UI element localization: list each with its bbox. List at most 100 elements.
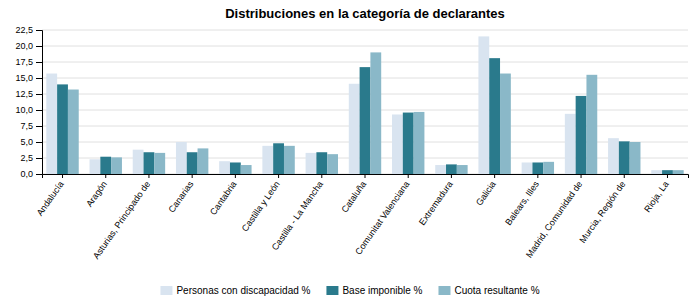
tick-label: 0,0	[20, 169, 33, 179]
bar	[90, 159, 101, 174]
tick: Castilla y León	[240, 174, 282, 233]
tick-label: Asturias, Principado de	[91, 179, 152, 261]
y-axis: 0,02,55,07,510,012,515,017,520,022,5	[15, 25, 42, 179]
bar	[500, 74, 511, 174]
tick: Balears, Illes	[503, 174, 541, 227]
bar	[154, 153, 165, 174]
tick: Andalucía	[35, 174, 66, 218]
grid	[42, 30, 688, 174]
tick: Rioja, La	[642, 174, 671, 214]
bar	[446, 164, 457, 174]
bar	[46, 74, 57, 174]
tick-label: Madrid, Comunidad de	[524, 179, 584, 259]
tick-mark	[36, 62, 42, 63]
tick-mark	[36, 30, 42, 31]
bar	[370, 52, 381, 174]
bar	[111, 157, 122, 174]
tick: Cantabria	[208, 174, 239, 217]
tick-label: 5,0	[20, 137, 33, 147]
legend-swatch	[438, 286, 450, 295]
tick-mark	[451, 174, 452, 178]
bar	[262, 146, 273, 174]
bar	[392, 114, 403, 174]
tick-label: 17,5	[15, 57, 33, 67]
bar	[68, 90, 79, 174]
tick-mark	[192, 174, 193, 178]
legend-swatch	[326, 286, 338, 295]
bar	[619, 141, 630, 174]
bar	[306, 153, 317, 174]
x-axis: AndalucíaAragónAsturias, Principado deCa…	[35, 174, 689, 261]
bar	[576, 96, 587, 174]
bar	[651, 170, 662, 174]
legend-item: Base imponible %	[326, 285, 422, 296]
bar	[457, 165, 468, 174]
tick-label: 20,0	[15, 41, 33, 51]
bar	[284, 146, 295, 174]
bar	[630, 142, 641, 174]
tick-mark	[62, 174, 63, 178]
bar	[230, 162, 241, 174]
tick-label: Rioja, La	[642, 179, 671, 214]
grid-line	[42, 62, 688, 63]
axis-domain	[36, 31, 43, 175]
bar	[273, 143, 284, 174]
tick: 12,5	[15, 89, 42, 99]
tick-mark	[36, 142, 42, 143]
tick: Cataluña	[339, 174, 368, 214]
chart: Distribuciones en la categoría de declar…	[0, 0, 700, 300]
bar	[532, 162, 543, 174]
legend: Personas con discapacidad % Base imponibl…	[160, 285, 539, 296]
tick-label: 22,5	[15, 25, 33, 35]
tick: Comunitat Valenciana	[353, 174, 411, 257]
bar	[489, 58, 500, 174]
bar	[187, 152, 198, 174]
tick-mark	[36, 174, 42, 175]
bar	[133, 150, 144, 174]
bar	[608, 138, 619, 174]
tick-label: Comunitat Valenciana	[353, 179, 411, 256]
tick: 10,0	[15, 105, 42, 115]
title: Distribuciones en la categoría de declar…	[225, 6, 505, 21]
bar	[586, 75, 597, 174]
legend-label: Personas con discapacidad %	[176, 285, 310, 296]
bar	[414, 112, 425, 174]
bar	[662, 170, 673, 174]
tick-mark	[105, 174, 106, 178]
legend-label: Cuota resultante %	[454, 285, 539, 296]
tick-label: Canarias	[167, 179, 196, 215]
tick: Asturias, Principado de	[91, 174, 152, 261]
tick: 2,5	[20, 153, 42, 163]
bar	[57, 84, 68, 174]
series	[57, 58, 673, 174]
tick: Canarias	[167, 174, 196, 214]
bar	[349, 84, 360, 174]
tick-mark	[365, 174, 366, 178]
bar	[219, 161, 230, 174]
tick-label: Castilla y León	[240, 179, 282, 233]
legend-item: Personas con discapacidad %	[160, 285, 310, 296]
bar	[198, 148, 209, 174]
tick: 20,0	[15, 41, 42, 51]
tick: Galicia	[474, 174, 498, 207]
bar	[327, 154, 338, 174]
tick: 5,0	[20, 137, 42, 147]
bar	[478, 36, 489, 174]
tick-mark	[36, 110, 42, 111]
tick-label: Cataluña	[339, 179, 368, 214]
bar	[241, 165, 252, 174]
tick: Murcia, Región de	[577, 174, 627, 245]
tick-mark	[408, 174, 409, 178]
bar	[673, 170, 684, 174]
tick-mark	[537, 174, 538, 178]
tick-mark	[36, 78, 42, 79]
legend-label: Base imponible %	[342, 285, 422, 296]
legend-swatch	[160, 286, 172, 295]
bar	[316, 152, 327, 174]
tick-label: Extremadura	[417, 179, 455, 227]
tick: Madrid, Comunidad de	[524, 174, 584, 260]
bar	[360, 67, 371, 174]
tick-label: Andalucía	[35, 179, 66, 218]
tick-mark	[36, 158, 42, 159]
tick: 15,0	[15, 73, 42, 83]
